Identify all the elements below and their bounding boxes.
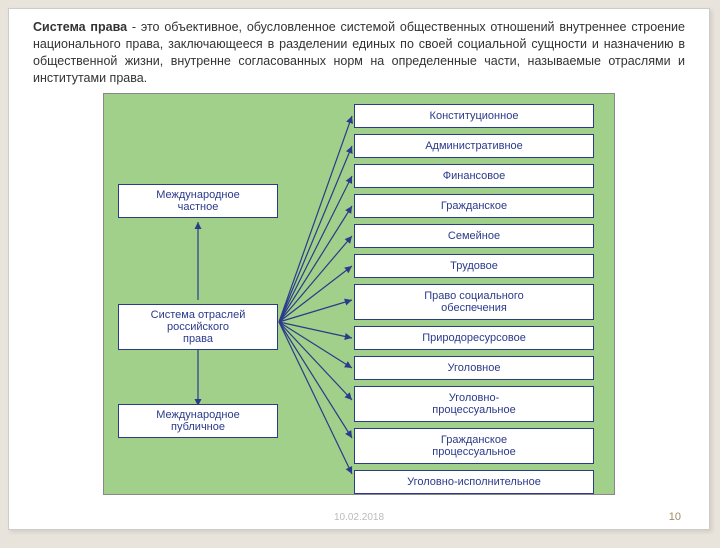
diagram-area: Международноечастное Система отраслейросс… — [103, 93, 615, 495]
right-box-3: Гражданское — [354, 194, 594, 218]
right-box-7: Природоресурсовое — [354, 326, 594, 350]
left-box-1: Система отраслейроссийскогоправа — [118, 304, 278, 350]
paragraph-rest: - это объективное, обусловленное системо… — [33, 20, 685, 85]
right-box-2: Финансовое — [354, 164, 594, 188]
paragraph-bold: Система права — [33, 20, 127, 34]
right-box-11: Уголовно-исполнительное — [354, 470, 594, 494]
footer-page-number: 10 — [669, 511, 681, 523]
left-box-0: Международноечастное — [118, 184, 278, 218]
left-box-2: Международноепубличное — [118, 404, 278, 438]
right-box-5: Трудовое — [354, 254, 594, 278]
right-box-9: Уголовно-процессуальное — [354, 386, 594, 422]
right-box-4: Семейное — [354, 224, 594, 248]
right-box-8: Уголовное — [354, 356, 594, 380]
definition-paragraph: Система права - это объективное, обуслов… — [9, 9, 709, 93]
right-box-10: Гражданскоепроцессуальное — [354, 428, 594, 464]
right-box-1: Административное — [354, 134, 594, 158]
page: Система права - это объективное, обуслов… — [8, 8, 710, 530]
right-column: Конституционное Административное Финансово… — [354, 104, 598, 500]
right-box-0: Конституционное — [354, 104, 594, 128]
right-box-6: Право социальногообеспечения — [354, 284, 594, 320]
footer-date: 10.02.2018 — [334, 512, 384, 523]
